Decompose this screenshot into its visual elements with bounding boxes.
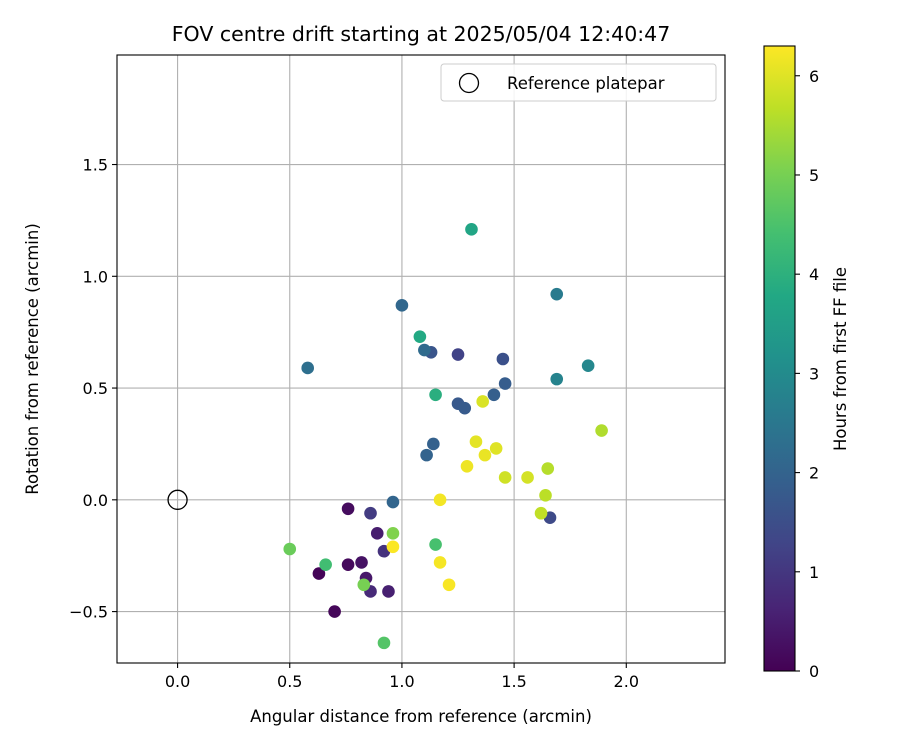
data-point [487, 388, 501, 402]
x-tick-label: 1.0 [389, 672, 414, 691]
colorbar-tick-label: 2 [809, 464, 819, 483]
data-point [328, 605, 341, 618]
reference-platepar-marker [167, 489, 188, 510]
data-point [370, 527, 384, 540]
data-point [539, 489, 552, 502]
data-point [581, 359, 595, 373]
colorbar-frame [763, 45, 796, 672]
data-point [341, 558, 355, 571]
data-point [442, 578, 456, 592]
data-point [341, 502, 355, 516]
x-tick-label: 1.5 [501, 672, 526, 691]
y-tick-label: 1.0 [83, 267, 108, 286]
data-point [301, 361, 315, 375]
data-point [364, 506, 377, 520]
data-point [395, 299, 409, 312]
data-point [458, 401, 472, 415]
legend-marker-icon [458, 72, 480, 94]
data-point [498, 377, 512, 390]
colorbar: 0 1 2 3 4 5 6 Hours from first FF file [763, 45, 850, 681]
colorbar-tick-label: 4 [809, 265, 819, 284]
data-point [478, 448, 492, 462]
colorbar-tick-label: 6 [809, 67, 819, 86]
data-point [550, 287, 564, 301]
data-points [283, 223, 608, 650]
data-point [496, 352, 510, 366]
data-point [386, 495, 400, 509]
data-point [357, 578, 371, 592]
x-tick-label: 0.5 [277, 672, 302, 691]
colorbar-tick-label: 3 [809, 364, 819, 383]
data-point [429, 538, 442, 551]
data-point [386, 527, 400, 540]
data-point [465, 223, 478, 236]
data-point [534, 506, 548, 520]
plot-frame [116, 54, 726, 664]
legend-box [440, 63, 717, 102]
data-point [382, 585, 395, 598]
data-point [377, 636, 391, 650]
data-point [386, 540, 400, 554]
x-axis-ticks: 0.0 0.5 1.0 1.5 2.0 [165, 663, 639, 691]
data-point [429, 388, 442, 402]
chart-title: FOV centre drift starting at 2025/05/04 … [172, 22, 671, 46]
data-point [418, 343, 431, 357]
legend: Reference platepar [440, 63, 717, 102]
data-point [427, 437, 440, 451]
data-point [469, 435, 483, 449]
data-point [460, 459, 474, 473]
colorbar-gradient [764, 46, 795, 671]
x-axis-label: Angular distance from reference (arcmin) [250, 707, 592, 726]
legend-entry-reference-platepar: Reference platepar [507, 74, 665, 93]
data-point [521, 471, 534, 484]
x-tick-label: 0.0 [165, 672, 190, 691]
colorbar-tick-label: 0 [809, 662, 819, 681]
data-point [595, 424, 608, 437]
data-point [355, 556, 368, 569]
data-point [413, 330, 427, 343]
data-point [476, 395, 489, 408]
y-axis-label: Rotation from reference (arcmin) [23, 223, 42, 495]
data-point [498, 471, 512, 484]
colorbar-tick-label: 5 [809, 166, 819, 185]
data-point [550, 372, 564, 386]
grid [117, 55, 725, 663]
colorbar-tick-label: 1 [809, 563, 819, 582]
reference-marker-group [167, 489, 188, 510]
data-point [312, 567, 326, 580]
data-point [420, 448, 433, 462]
data-point [433, 556, 447, 569]
data-point [319, 558, 332, 571]
y-tick-label: 0.5 [83, 379, 108, 398]
data-point [541, 462, 555, 475]
x-tick-label: 2.0 [614, 672, 639, 691]
data-point [451, 348, 465, 361]
y-axis-ticks: −0.5 0.0 0.5 1.0 1.5 [69, 156, 117, 622]
data-point [283, 542, 297, 556]
y-tick-label: −0.5 [69, 603, 108, 622]
data-point [433, 493, 447, 507]
colorbar-label: Hours from first FF file [831, 267, 850, 451]
y-tick-label: 0.0 [83, 491, 108, 510]
colorbar-ticks: 0 1 2 3 4 5 6 [795, 67, 819, 681]
y-tick-label: 1.5 [83, 156, 108, 175]
data-point [489, 442, 503, 455]
